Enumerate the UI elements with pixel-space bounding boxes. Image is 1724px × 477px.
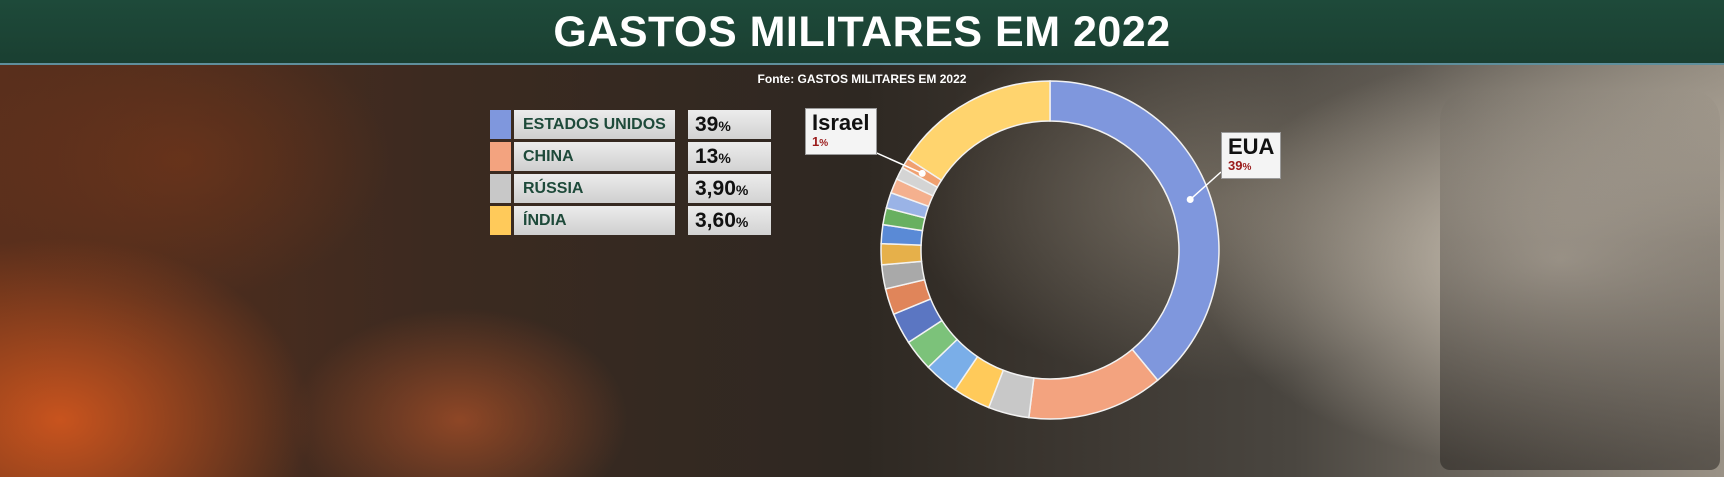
legend-swatch-india xyxy=(490,206,511,235)
donut-slice-china xyxy=(1027,348,1159,420)
donut-slice-eua xyxy=(1049,80,1220,382)
legend-value-russia: 3,90% xyxy=(688,174,771,203)
legend-value-china: 13% xyxy=(688,142,771,171)
source-text: Fonte: GASTOS MILITARES EM 2022 xyxy=(757,72,967,86)
leader-line-eua xyxy=(1189,171,1222,201)
callout-eua-value: 39% xyxy=(1228,158,1252,174)
callout-eua: EUA 39% xyxy=(1221,132,1282,179)
page-title: GASTOS MILITARES EM 2022 xyxy=(553,8,1171,56)
callout-israel: Israel 1% xyxy=(805,108,877,155)
legend-label-china: CHINA xyxy=(514,142,675,171)
donut-slice-10 xyxy=(880,242,923,266)
military-vehicle-image xyxy=(1440,90,1720,470)
legend-value-india: 3,60% xyxy=(688,206,771,235)
donut-slice-17 xyxy=(906,80,1051,182)
leader-line-israel-dot xyxy=(918,169,926,177)
legend-value-usa: 39% xyxy=(688,110,771,139)
legend-label-usa: ESTADOS UNIDOS xyxy=(514,110,675,139)
legend-swatch-russia xyxy=(490,174,511,203)
legend-swatch-china xyxy=(490,142,511,171)
legend-label-russia: RÚSSIA xyxy=(514,174,675,203)
callout-eua-name: EUA xyxy=(1228,134,1275,159)
leader-line-israel xyxy=(869,149,923,175)
callout-israel-name: Israel xyxy=(812,110,870,135)
leader-line-eua-dot xyxy=(1186,196,1194,204)
legend-swatch-usa xyxy=(490,110,511,139)
title-bar xyxy=(0,0,1724,65)
legend-label-india: ÍNDIA xyxy=(514,206,675,235)
callout-israel-value: 1% xyxy=(812,134,829,150)
